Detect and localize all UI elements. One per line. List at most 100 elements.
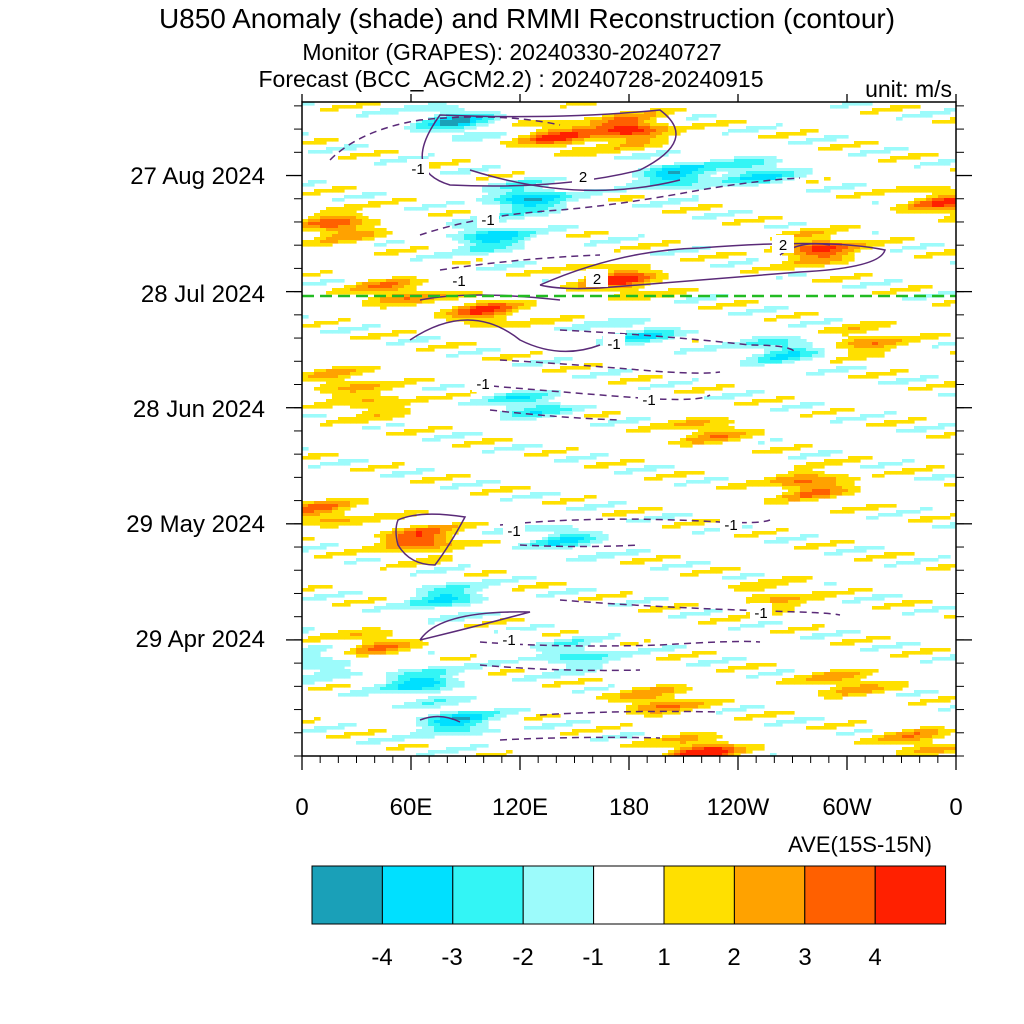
anomaly-cell [632, 378, 639, 382]
anomaly-cell [578, 588, 585, 592]
anomaly-cell [698, 438, 705, 442]
anomaly-cell [638, 561, 645, 565]
anomaly-cell [614, 471, 621, 475]
anomaly-cell [770, 438, 777, 442]
anomaly-cell [824, 147, 831, 151]
anomaly-cell [794, 237, 801, 241]
anomaly-cell [950, 300, 956, 304]
anomaly-cell [608, 240, 615, 244]
anomaly-cell [728, 576, 735, 580]
anomaly-cell [650, 426, 657, 430]
anomaly-cell [332, 279, 339, 283]
anomaly-cell [350, 336, 357, 340]
anomaly-cell [566, 225, 573, 229]
anomaly-cell [344, 318, 351, 322]
anomaly-cell [422, 597, 429, 601]
anomaly-cell [662, 126, 669, 130]
anomaly-cell [764, 597, 771, 601]
anomaly-cell [914, 558, 921, 562]
anomaly-cell [752, 174, 759, 178]
anomaly-cell [344, 234, 351, 238]
anomaly-cell [344, 204, 351, 208]
anomaly-cell [530, 417, 537, 421]
anomaly-cell [572, 540, 579, 544]
anomaly-cell [878, 339, 885, 343]
anomaly-cell [512, 204, 519, 208]
anomaly-cell [458, 393, 465, 397]
anomaly-cell [350, 519, 357, 523]
anomaly-cell [452, 597, 459, 601]
anomaly-cell [560, 531, 567, 535]
anomaly-cell [848, 591, 855, 595]
anomaly-cell [596, 135, 603, 139]
anomaly-cell [938, 243, 945, 247]
anomaly-cell [332, 375, 339, 379]
anomaly-cell [584, 264, 591, 268]
anomaly-cell [620, 279, 627, 283]
anomaly-cell [374, 513, 381, 517]
anomaly-cell [506, 246, 513, 250]
anomaly-cell [716, 486, 723, 490]
anomaly-cell [428, 426, 435, 430]
anomaly-cell [926, 285, 933, 289]
anomaly-cell [500, 489, 507, 493]
anomaly-cell [866, 456, 873, 460]
anomaly-cell [632, 132, 639, 136]
anomaly-cell [836, 540, 843, 544]
anomaly-cell [698, 297, 705, 301]
anomaly-cell [842, 276, 849, 280]
anomaly-cell [782, 267, 789, 271]
anomaly-cell [680, 513, 687, 517]
anomaly-cell [428, 603, 435, 607]
anomaly-cell [656, 150, 663, 154]
anomaly-cell [338, 225, 345, 229]
anomaly-cell [800, 402, 807, 406]
anomaly-cell [800, 546, 807, 550]
anomaly-cell [836, 246, 843, 250]
anomaly-cell [674, 162, 681, 166]
anomaly-cell [344, 210, 351, 214]
anomaly-cell [764, 267, 771, 271]
anomaly-cell [404, 528, 411, 532]
anomaly-cell [782, 483, 789, 487]
anomaly-cell [410, 525, 417, 529]
anomaly-cell [530, 405, 537, 409]
anomaly-cell [374, 333, 381, 337]
anomaly-cell [764, 336, 771, 340]
anomaly-cell [908, 204, 915, 208]
anomaly-cell [320, 243, 327, 247]
anomaly-cell [620, 141, 627, 145]
anomaly-cell [812, 402, 819, 406]
anomaly-cell [350, 399, 357, 403]
anomaly-cell [830, 411, 837, 415]
anomaly-cell [908, 114, 915, 118]
anomaly-cell [434, 213, 441, 217]
anomaly-cell [650, 114, 657, 118]
anomaly-cell [650, 201, 657, 205]
anomaly-cell [860, 321, 867, 325]
anomaly-cell [530, 408, 537, 412]
anomaly-cell [452, 345, 459, 349]
anomaly-cell [548, 225, 555, 229]
anomaly-cell [722, 435, 729, 439]
anomaly-cell [452, 126, 459, 130]
anomaly-cell [776, 360, 783, 364]
anomaly-cell [560, 408, 567, 412]
anomaly-cell [326, 501, 333, 505]
anomaly-cell [476, 111, 483, 115]
anomaly-cell [512, 261, 519, 265]
anomaly-cell [572, 456, 579, 460]
anomaly-cell [824, 177, 831, 181]
anomaly-cell [746, 309, 753, 313]
anomaly-cell [350, 561, 357, 565]
anomaly-cell [644, 426, 651, 430]
anomaly-cell [476, 303, 483, 307]
anomaly-cell [812, 129, 819, 133]
anomaly-cell [452, 312, 459, 316]
anomaly-cell [680, 168, 687, 172]
anomaly-cell [356, 468, 363, 472]
anomaly-cell [704, 441, 711, 445]
anomaly-cell [668, 240, 675, 244]
anomaly-cell [356, 417, 363, 421]
anomaly-cell [680, 438, 687, 442]
